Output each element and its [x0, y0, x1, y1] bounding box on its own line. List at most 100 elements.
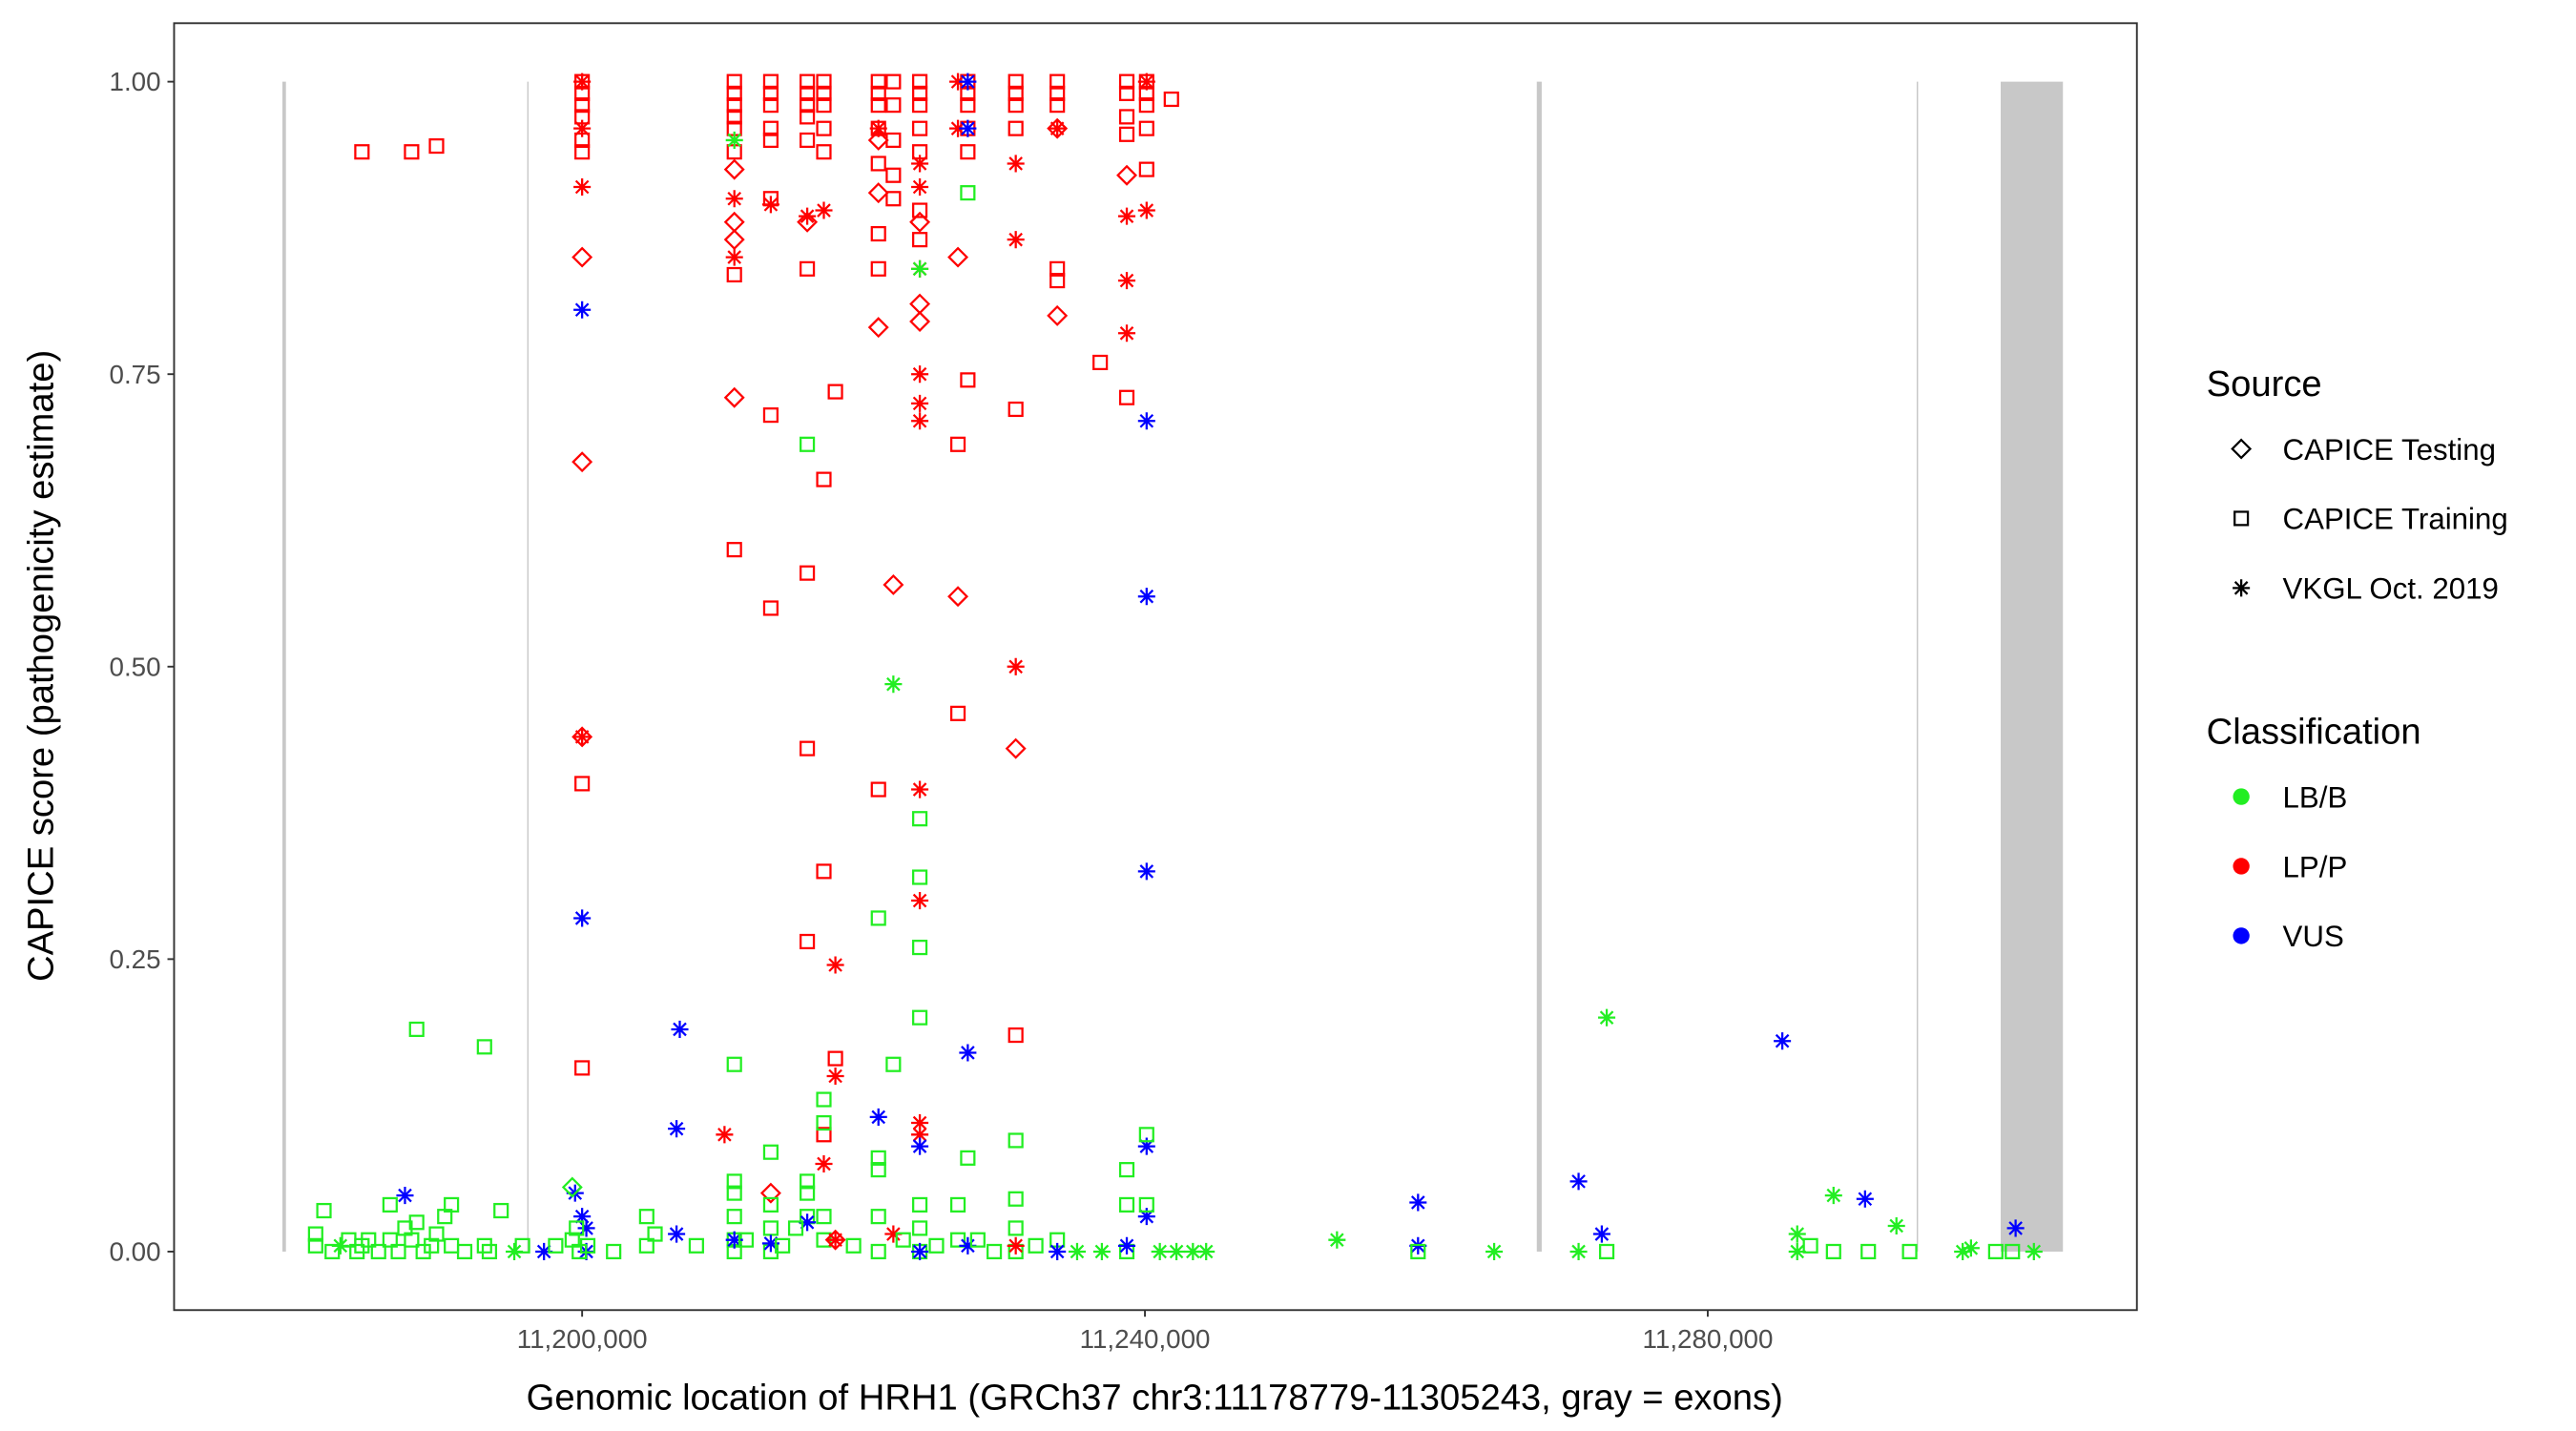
data-point: [959, 73, 977, 91]
data-point: [885, 1056, 902, 1072]
legend-title-classification: Classification: [2207, 712, 2421, 753]
data-point: [800, 436, 816, 452]
data-point: [1168, 1242, 1186, 1260]
data-point: [514, 1237, 530, 1254]
exon-band: [282, 81, 286, 1252]
y-tick-label: 1.00: [110, 67, 161, 96]
data-point: [870, 225, 886, 242]
data-point: [1409, 1193, 1427, 1212]
data-point: [800, 740, 816, 757]
data-point: [1137, 412, 1155, 430]
data-point: [638, 1237, 654, 1254]
data-point: [638, 1209, 654, 1225]
data-point: [816, 73, 832, 90]
data-point: [911, 177, 929, 197]
data-point: [647, 1226, 663, 1242]
x-tick-label: 11,280,000: [1643, 1324, 1774, 1354]
data-point: [726, 1209, 742, 1225]
plot-panel: [173, 22, 2138, 1312]
data-point: [1118, 1196, 1135, 1213]
data-point: [573, 73, 592, 91]
data-point: [1901, 1243, 1918, 1260]
data-point: [1138, 97, 1154, 114]
data-point: [548, 1237, 564, 1254]
data-point: [787, 1220, 804, 1236]
data-point: [947, 586, 969, 608]
data-point: [762, 407, 779, 424]
legend-item-source: CAPICE Testing: [2231, 433, 2496, 467]
data-point: [331, 1236, 349, 1255]
data-point: [1137, 588, 1155, 606]
data-point: [1569, 1242, 1588, 1260]
data-point: [1860, 1243, 1877, 1260]
data-point: [723, 386, 745, 408]
data-point: [911, 259, 929, 278]
data-point: [1008, 401, 1024, 418]
data-point: [1598, 1008, 1616, 1027]
data-point: [762, 73, 779, 90]
data-point: [816, 1127, 832, 1143]
data-point: [726, 73, 742, 90]
data-point: [574, 144, 591, 160]
dot-icon: [2233, 858, 2250, 875]
data-point: [370, 1243, 386, 1260]
y-tick-label: 0.75: [110, 360, 161, 389]
data-point: [816, 120, 832, 136]
data-point: [800, 1185, 816, 1201]
square-icon: [2233, 510, 2250, 527]
data-point: [1118, 126, 1135, 142]
data-point: [761, 196, 779, 214]
data-point: [725, 1231, 743, 1249]
data-point: [816, 1114, 832, 1131]
data-point: [959, 1044, 977, 1062]
data-point: [800, 1173, 816, 1190]
data-point: [912, 73, 928, 90]
data-point: [1184, 1242, 1202, 1260]
data-point: [909, 311, 931, 332]
data-point: [895, 1232, 911, 1248]
diamond-icon: [2231, 438, 2253, 460]
data-points: [307, 73, 2043, 1260]
data-point: [870, 1209, 886, 1225]
data-point: [444, 1196, 460, 1213]
data-point: [911, 780, 929, 798]
legend-label: LP/P: [2283, 850, 2348, 883]
data-point: [1007, 155, 1025, 173]
data-point: [762, 85, 779, 101]
data-point: [2025, 1242, 2043, 1260]
data-point: [1138, 120, 1154, 136]
data-point: [1118, 109, 1135, 125]
data-point: [561, 1176, 583, 1198]
data-point: [883, 573, 904, 595]
data-point: [2006, 1219, 2025, 1237]
data-point: [911, 1126, 929, 1144]
data-point: [884, 1225, 903, 1243]
data-point: [737, 1232, 755, 1248]
x-tick-label: 11,200,000: [517, 1324, 648, 1354]
data-point: [1825, 1243, 1841, 1260]
data-point: [800, 73, 816, 90]
data-point: [884, 675, 903, 694]
data-point: [1008, 1191, 1024, 1207]
data-point: [574, 776, 591, 792]
data-point: [574, 1060, 591, 1076]
data-point: [826, 1231, 844, 1249]
data-point: [1049, 85, 1066, 101]
legend: Source Classification CAPICE Testing CAPI…: [2207, 363, 2508, 953]
data-point: [1118, 73, 1135, 90]
legend-label: VUS: [2283, 920, 2344, 953]
data-point: [912, 869, 928, 885]
data-point: [800, 132, 816, 149]
data-point: [723, 158, 745, 180]
data-point: [762, 97, 779, 114]
data-point: [1049, 119, 1067, 137]
data-point: [885, 191, 902, 207]
data-point: [726, 1056, 742, 1072]
data-point: [761, 1234, 779, 1253]
data-point: [1802, 1237, 1818, 1254]
data-point: [762, 1196, 779, 1213]
data-point: [816, 471, 832, 487]
data-point: [912, 1220, 928, 1236]
data-point: [1118, 85, 1135, 101]
